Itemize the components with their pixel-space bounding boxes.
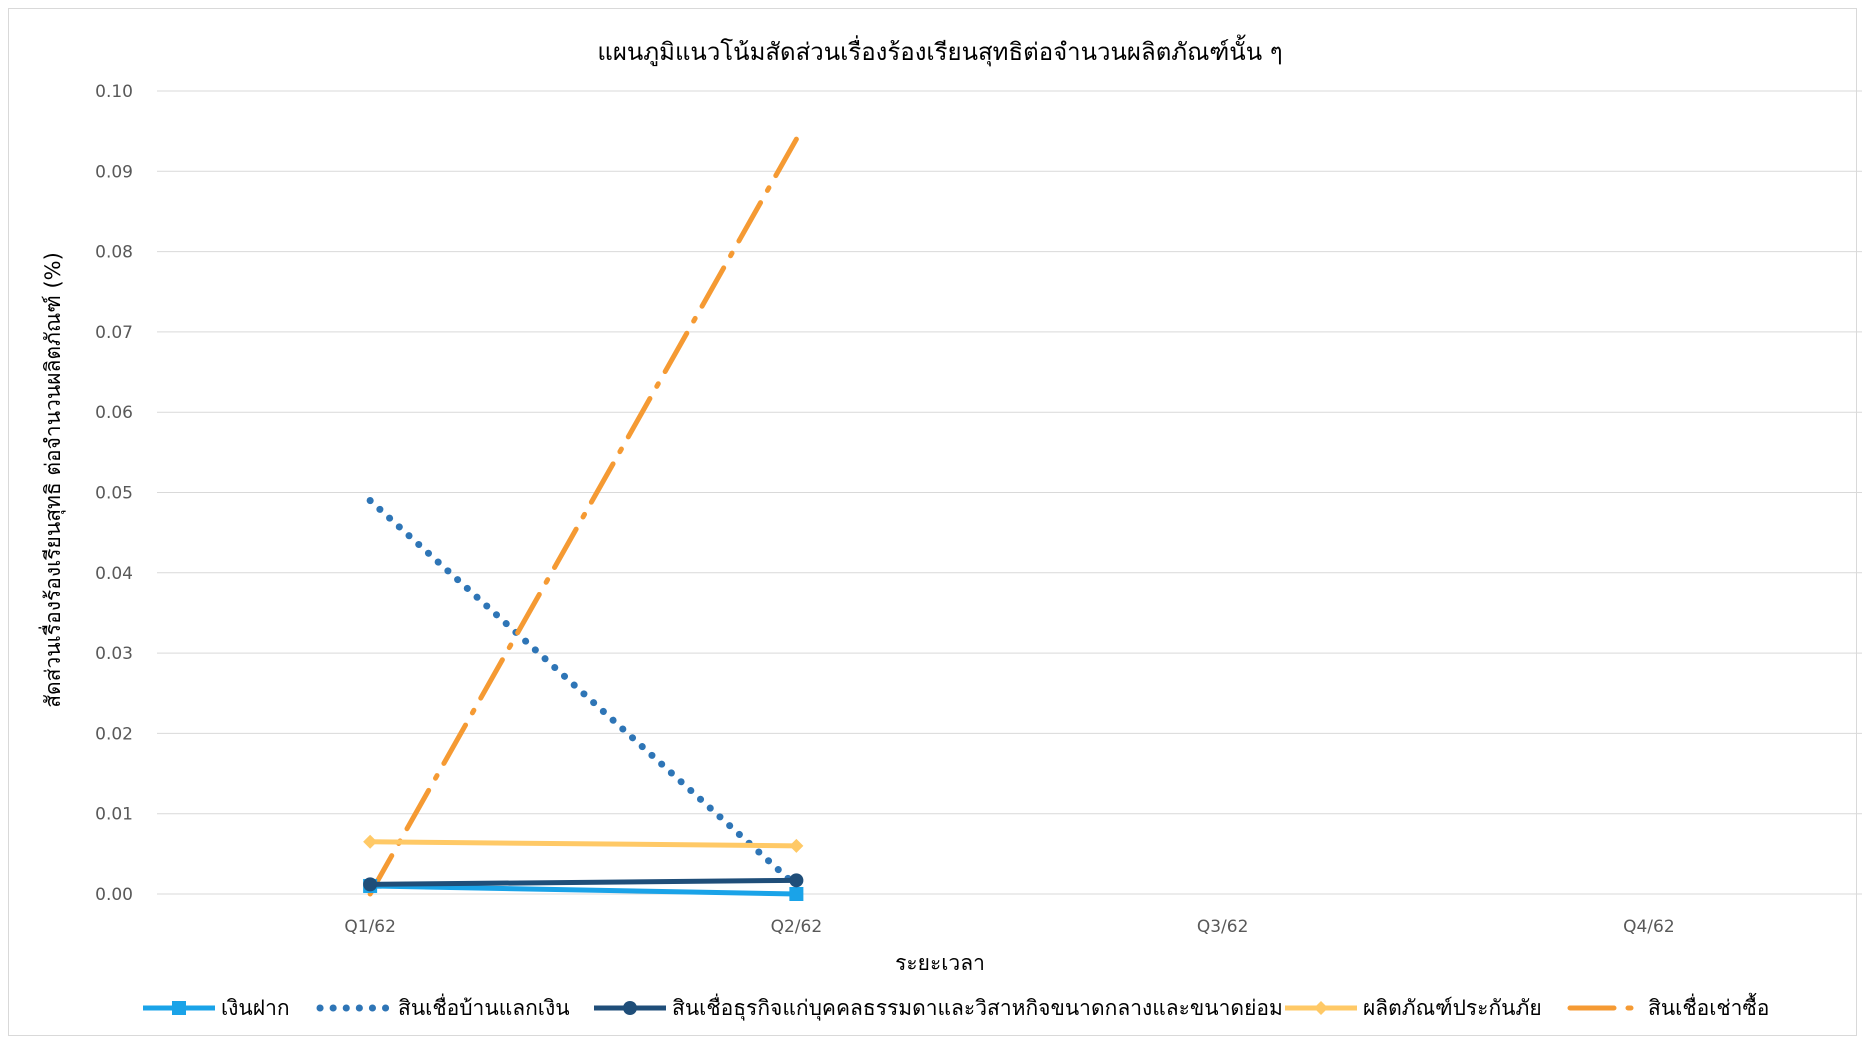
chart-title: แผนภูมิแนวโน้มสัดส่วนเรื่องร้องเรียนสุทธ… bbox=[597, 34, 1282, 67]
series-layer bbox=[363, 136, 804, 901]
y-tick-label: 0.02 bbox=[95, 724, 133, 744]
x-tick-label: Q4/62 bbox=[1623, 917, 1675, 937]
legend: เงินฝาก สินเชื่อบ้านแลกเงิน สินเชื่อธุรกิจ… bbox=[143, 993, 1769, 1021]
legend-label: ผลิตภัณฑ์ประกันภัย bbox=[1363, 996, 1542, 1020]
y-tick-label: 0.04 bbox=[95, 564, 133, 584]
data-point bbox=[363, 834, 378, 849]
legend-label: สินเชื่อธุรกิจแก่บุคคลธรรมดาและวิสาหกิจข… bbox=[672, 993, 1283, 1021]
x-tick-label: Q1/62 bbox=[344, 917, 396, 937]
legend-item: สินเชื่อบ้านแลกเงิน bbox=[316, 993, 570, 1020]
legend-item: เงินฝาก bbox=[143, 996, 290, 1020]
x-tick-label: Q3/62 bbox=[1197, 917, 1249, 937]
series-line bbox=[367, 136, 799, 897]
y-tick-label: 0.06 bbox=[95, 403, 133, 423]
data-point bbox=[789, 838, 804, 853]
y-tick-label: 0.10 bbox=[95, 82, 133, 102]
y-tick-label: 0.03 bbox=[95, 644, 133, 664]
legend-item: สินเชื่อธุรกิจแก่บุคคลธรรมดาและวิสาหกิจข… bbox=[594, 993, 1283, 1021]
legend-label: สินเชื่อเช่าซื้อ bbox=[1648, 993, 1769, 1020]
data-point bbox=[363, 877, 378, 892]
legend-label: เงินฝาก bbox=[221, 996, 290, 1020]
y-tick-label: 0.00 bbox=[95, 885, 133, 905]
series-3 bbox=[363, 834, 804, 853]
series-line bbox=[370, 883, 797, 897]
gridlines bbox=[157, 90, 1862, 895]
series-line bbox=[366, 497, 800, 890]
legend-item: สินเชื่อเช่าซื้อ bbox=[1567, 993, 1769, 1020]
y-tick-label: 0.08 bbox=[95, 243, 133, 263]
y-tick-label: 0.09 bbox=[95, 162, 133, 182]
data-point bbox=[789, 873, 804, 888]
legend-label: สินเชื่อบ้านแลกเงิน bbox=[398, 993, 570, 1020]
legend-item: ผลิตภัณฑ์ประกันภัย bbox=[1285, 996, 1542, 1020]
y-axis-title: สัดส่วนเรื่องร้องเรียนสุทธิ ต่อจำนวนผลิต… bbox=[38, 252, 66, 708]
data-point bbox=[789, 887, 804, 901]
y-tick-label: 0.07 bbox=[95, 323, 133, 343]
legend-marker bbox=[172, 1001, 186, 1015]
x-tick-label: Q2/62 bbox=[771, 917, 823, 937]
series-line bbox=[370, 839, 797, 849]
legend-marker bbox=[1314, 1001, 1328, 1015]
chart-frame bbox=[8, 8, 1857, 1036]
y-tick-label: 0.05 bbox=[95, 484, 133, 504]
x-axis-ticks: Q1/62 Q2/62 Q3/62 Q4/62 bbox=[344, 917, 1674, 937]
series-1 bbox=[366, 497, 800, 890]
y-axis-ticks: 0.00 0.01 0.02 0.03 0.04 0.05 0.06 0.07 0.08 0.09… bbox=[95, 82, 133, 905]
series-line bbox=[370, 877, 797, 887]
x-axis-title: ระยะเวลา bbox=[895, 951, 985, 975]
y-tick-label: 0.01 bbox=[95, 805, 133, 825]
legend-marker bbox=[623, 1001, 637, 1015]
series-4 bbox=[367, 136, 799, 897]
series-2 bbox=[363, 873, 804, 892]
